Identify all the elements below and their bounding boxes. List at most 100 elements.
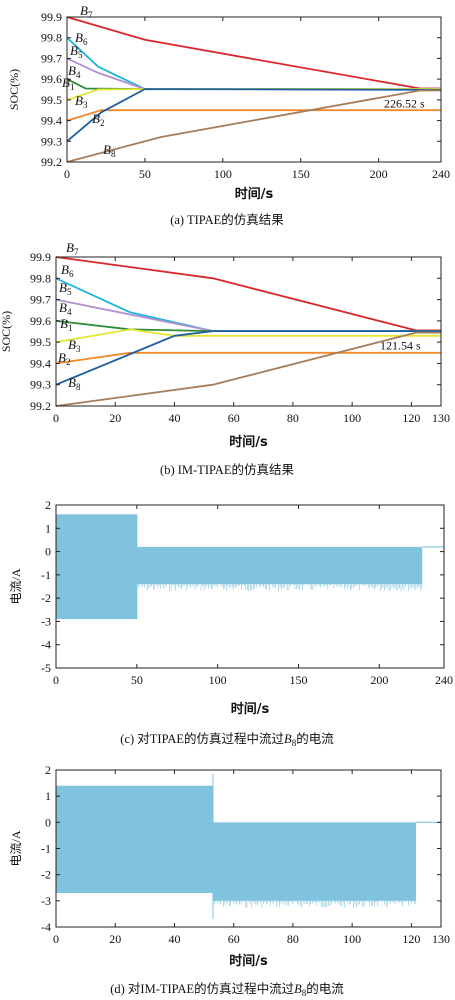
x-tick-label: 120 [402,411,420,425]
x-tick-label: 40 [168,411,180,425]
series-label-B1: B1 [62,75,74,92]
x-tick-label: 60 [228,932,240,946]
current-band-1 [212,822,416,901]
x-tick-label: 100 [343,411,361,425]
chart-d: 0 20 40 60 80 100 120 130 2 1 0 -1 -2 -3 -4 电流/A 时间/s (d)… [9,763,450,998]
plot-frame [55,504,445,669]
current-band-1 [136,546,423,585]
current-band-0 [56,514,137,620]
y-tick-label: 99.6 [30,314,51,328]
y-tick-label: 99.9 [41,10,62,24]
y-tick-label: 99.2 [30,399,51,413]
y-tick-label: 99.8 [41,31,62,45]
x-tick-label: 0 [53,673,59,687]
x-tick-label: 240 [435,673,453,687]
x-tick-label: 130 [432,411,450,425]
y-tick-label: -1 [41,568,51,582]
series-line-B6 [55,277,441,333]
series-line-B8 [55,331,441,407]
x-tick-label: 150 [292,167,310,181]
annotation-time: 121.54 s [380,339,421,353]
plot-frame [66,16,442,163]
y-tick-label: -1 [41,842,51,856]
y-tick-label: 99.3 [30,378,51,392]
series-label-B4: B4 [68,63,81,80]
x-tick-label: 130 [432,932,450,946]
plot-frame [55,256,442,407]
x-tick-label: 240 [432,167,450,181]
panel-caption: (c) 对TIPAE的仿真过程中流过B8的电流 [120,731,334,748]
y-tick-label: -3 [41,614,51,628]
y-tick-label: 99.7 [30,293,51,307]
current-band-0 [56,785,213,893]
y-tick-label: -4 [41,920,51,934]
series-label-B2: B2 [58,350,70,367]
y-tick-label: 99.2 [41,155,62,169]
x-tick-label: 0 [53,411,59,425]
y-tick-label: 99.4 [30,356,51,370]
y-tick-label: 99.5 [30,335,51,349]
series-label-B2: B2 [92,111,104,128]
y-tick-label: 1 [45,521,51,535]
y-axis-label: SOC(%) [0,311,13,352]
series-line-B2 [66,88,442,142]
y-tick-label: 99.4 [41,114,62,128]
panel-caption: (d) 对IM-TIPAE的仿真过程中流过B8的电流 [110,981,344,998]
y-axis-label: SOC(%) [7,69,21,110]
current-spikes [212,900,417,908]
series-label-B8: B8 [68,375,81,392]
x-tick-label: 50 [139,167,151,181]
series-label-B5: B5 [70,43,83,60]
series-label-B3: B3 [75,93,88,110]
panel-caption: (a) TIPAE的仿真结果 [170,212,284,227]
y-tick-label: -2 [41,591,51,605]
x-axis-label: 时间/s [231,701,270,717]
x-tick-label: 40 [168,932,180,946]
x-tick-label: 50 [131,673,143,687]
x-tick-label: 100 [209,673,227,687]
series-line-B1 [55,328,441,343]
x-tick-label: 100 [343,932,361,946]
annotation-time: 226.52 s [384,97,425,111]
y-tick-label: 99.6 [41,72,62,86]
series-line-B5 [66,57,441,90]
series-label-B6: B6 [75,30,88,47]
x-tick-label: 150 [290,673,308,687]
y-tick-label: 2 [45,763,51,777]
x-tick-label: 0 [64,167,70,181]
x-tick-label: 200 [370,673,388,687]
series-label-B4: B4 [59,300,72,317]
x-axis-label: 时间/s [235,186,274,202]
x-tick-label: 120 [402,932,420,946]
y-tick-label: -3 [41,894,51,908]
series-label-B7: B7 [80,3,93,20]
series-label-B8: B8 [103,142,116,159]
series-label-B5: B5 [59,280,72,297]
y-tick-label: 2 [45,498,51,512]
y-tick-label: 99.7 [41,51,62,65]
y-tick-label: 99.9 [30,250,51,264]
series-line-B8 [66,89,441,163]
y-tick-label: 99.8 [30,271,51,285]
x-tick-label: 80 [287,411,299,425]
panel-caption: (b) IM-TIPAE的仿真结果 [160,462,294,477]
y-axis-label: 电流/A [9,830,23,866]
y-tick-label: 0 [45,545,51,559]
y-tick-label: -5 [41,661,51,675]
y-tick-label: -4 [41,638,51,652]
y-tick-label: 1 [45,789,51,803]
x-tick-label: 20 [109,411,121,425]
y-tick-label: -2 [41,868,51,882]
x-tick-label: 200 [370,167,388,181]
x-axis-label: 时间/s [229,434,268,450]
x-tick-label: 0 [53,932,59,946]
y-tick-label: 0 [45,815,51,829]
series-label-B6: B6 [61,262,74,279]
series-line-B2 [55,330,441,386]
y-tick-label: 99.3 [41,134,62,148]
series-label-B3: B3 [68,337,81,354]
current-spikes [136,584,423,592]
x-tick-label: 20 [109,932,121,946]
